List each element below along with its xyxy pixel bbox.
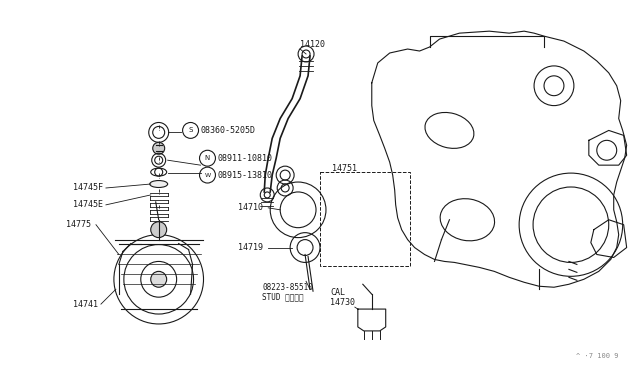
Text: 14745F: 14745F [73, 183, 103, 192]
Text: 14751: 14751 [332, 164, 357, 173]
Circle shape [151, 271, 166, 287]
Text: 14730: 14730 [330, 298, 355, 307]
Text: STUD スタッド: STUD スタッド [262, 293, 304, 302]
Text: S: S [188, 128, 193, 134]
Text: 08911-10810: 08911-10810 [218, 154, 273, 163]
Ellipse shape [150, 180, 168, 187]
Text: W: W [204, 173, 211, 177]
Text: N: N [205, 155, 210, 161]
Text: 14775: 14775 [66, 220, 91, 229]
Text: ^ ·7 100 9: ^ ·7 100 9 [576, 353, 619, 359]
Text: 14741: 14741 [73, 299, 98, 309]
Circle shape [153, 142, 164, 154]
Text: 08360-5205D: 08360-5205D [200, 126, 255, 135]
Text: 08915-13810: 08915-13810 [218, 171, 273, 180]
Text: 14719: 14719 [238, 243, 263, 252]
Text: 14710: 14710 [238, 203, 263, 212]
Circle shape [151, 222, 166, 238]
Text: 14120: 14120 [300, 39, 325, 49]
Text: 14745E: 14745E [73, 201, 103, 209]
Text: 08223-85510: 08223-85510 [262, 283, 313, 292]
Text: CAL: CAL [330, 288, 345, 297]
Bar [320, 172, 410, 266]
